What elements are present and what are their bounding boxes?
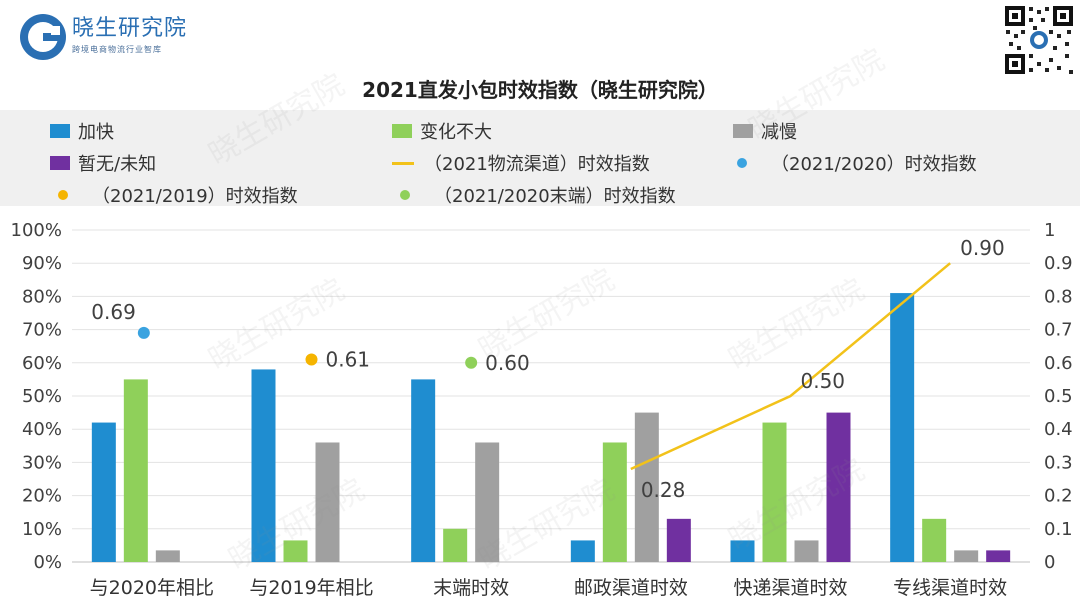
index-line (630, 262, 951, 471)
y-left-tick-label: 60% (22, 353, 62, 374)
y-right-tick-label: 0.4 (1044, 419, 1073, 440)
y-left-tick-label: 90% (22, 253, 62, 274)
index-point (465, 356, 478, 369)
legend-swatch (50, 124, 70, 138)
legend-swatch (392, 124, 412, 138)
legend-swatch (50, 156, 70, 170)
bar (602, 442, 627, 562)
bar (570, 540, 595, 562)
bar (666, 518, 691, 562)
legend-dot (400, 190, 410, 200)
x-tick-label: 专线渠道时效 (893, 577, 1007, 599)
bar (922, 518, 947, 562)
y-left-tick-label: 70% (22, 320, 62, 341)
bar (634, 412, 659, 562)
y-right-tick-label: 0.1 (1044, 519, 1073, 540)
y-left-tick-label: 10% (22, 519, 62, 540)
legend-item-2021-2020-last-mile-index: （2021/2020末端）时效指数 (396, 182, 676, 208)
chart-plot: 0% 10% 20% 30% 40% 50% 60% 70% 80% 90% 100% 0 0.1 0.2… (11, 220, 1073, 599)
legend-item-channel-index: （2021物流渠道）时效指数 (392, 150, 650, 176)
bar (730, 540, 755, 562)
y-left-tick-label: 30% (22, 452, 62, 473)
legend-item-2021-2019-index: （2021/2019）时效指数 (54, 182, 298, 208)
y-right-tick-label: 0.3 (1044, 452, 1073, 473)
bar (251, 369, 276, 562)
bar (954, 550, 979, 562)
legend-label: 变化不大 (420, 122, 492, 143)
legend-label: 暂无/未知 (78, 154, 157, 175)
legend-label: 减慢 (761, 122, 797, 143)
bar (91, 422, 116, 562)
data-label: 0.28 (641, 478, 686, 502)
header: 晓生研究院 跨境电商物流行业智库 (0, 0, 1080, 76)
x-tick-label: 快递渠道时效 (733, 577, 847, 599)
y-right-tick-label: 0 (1044, 552, 1055, 573)
bar (826, 412, 851, 562)
y-right-tick-label: 0.5 (1044, 386, 1073, 407)
legend-item-2021-2020-index: （2021/2020）时效指数 (733, 150, 977, 176)
legend-item-slower: 减慢 (733, 118, 797, 144)
index-point (137, 326, 150, 339)
y-right-tick-label: 0.2 (1044, 486, 1073, 507)
legend-swatch (733, 124, 753, 138)
legend-item-fast: 加快 (50, 118, 114, 144)
y-left-tick-label: 40% (22, 419, 62, 440)
legend-line (392, 161, 414, 165)
bar (986, 550, 1011, 562)
y-right-tick-label: 0.7 (1044, 320, 1073, 341)
brand-name: 晓生研究院 (72, 16, 188, 41)
legend-label: （2021/2020末端）时效指数 (434, 186, 676, 207)
legend-label: （2021/2020）时效指数 (771, 154, 977, 175)
x-tick-label: 邮政渠道时效 (574, 577, 688, 599)
bar (155, 550, 180, 562)
legend-dot (58, 190, 68, 200)
data-label: 0.90 (960, 236, 1005, 260)
bar (123, 379, 148, 562)
brand-subtitle: 跨境电商物流行业智库 (72, 45, 162, 54)
y-left-tick-label: 100% (11, 220, 62, 241)
bar (762, 422, 787, 562)
x-tick-label: 与2020年相比 (90, 577, 214, 599)
legend-item-unknown: 暂无/未知 (50, 150, 156, 176)
y-left-tick-label: 0% (33, 552, 62, 573)
chart-title: 2021直发小包时效指数（晓生研究院） (362, 78, 718, 102)
bar (411, 379, 436, 562)
qr-code-icon (1003, 4, 1075, 76)
data-label: 0.69 (91, 300, 136, 324)
y-right-tick-label: 0.8 (1044, 286, 1073, 307)
legend-label: （2021物流渠道）时效指数 (424, 154, 650, 175)
bar (794, 540, 819, 562)
data-label: 0.50 (801, 369, 846, 393)
index-point (305, 353, 318, 366)
x-tick-label: 末端时效 (433, 577, 509, 599)
bar (443, 528, 468, 562)
y-left-tick-label: 50% (22, 386, 62, 407)
legend-item-no-change: 变化不大 (392, 118, 492, 144)
legend-dot (737, 158, 747, 168)
legend-label: 加快 (78, 122, 114, 143)
data-label: 0.60 (485, 351, 530, 375)
bar (890, 293, 915, 562)
chart-legend: 加快 变化不大 减慢 暂无/未知 （2021物流渠道）时效指数 （2021/20… (0, 110, 1080, 208)
bar (315, 442, 340, 562)
y-left-tick-label: 20% (22, 486, 62, 507)
bar (475, 442, 500, 562)
y-right-tick-label: 0.6 (1044, 353, 1073, 374)
x-tick-label: 与2019年相比 (249, 577, 373, 599)
y-left-tick-label: 80% (22, 286, 62, 307)
data-label: 0.61 (326, 347, 371, 371)
bar (283, 540, 308, 562)
legend-label: （2021/2019）时效指数 (92, 186, 298, 207)
y-right-tick-label: 1 (1044, 220, 1055, 241)
brand-logo-icon (20, 14, 66, 60)
y-right-tick-label: 0.9 (1044, 253, 1073, 274)
